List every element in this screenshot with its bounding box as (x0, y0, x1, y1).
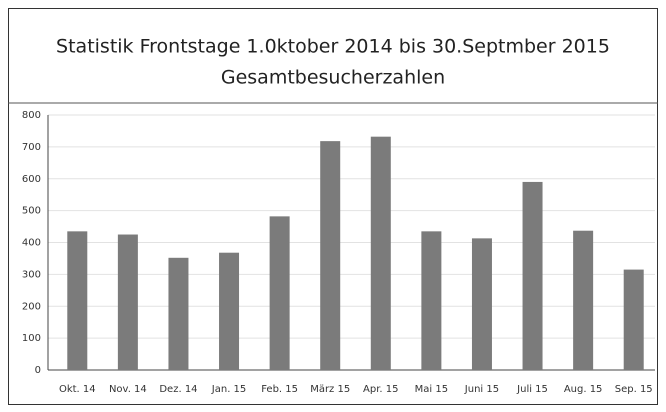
x-tick-label: Sep. 15 (615, 384, 653, 395)
y-tick-label: 700 (22, 142, 41, 153)
x-tick-label: Apr. 15 (363, 384, 398, 395)
y-tick-label: 300 (22, 269, 41, 280)
y-tick-label: 100 (22, 333, 41, 344)
bar (421, 231, 442, 370)
x-tick-label: Nov. 14 (109, 384, 147, 395)
bar (117, 234, 138, 370)
bar (219, 252, 240, 370)
x-tick-label: Juni 15 (464, 384, 499, 395)
y-tick-label: 400 (22, 238, 41, 249)
y-tick-label: 800 (22, 110, 41, 121)
x-tick-label: März 15 (310, 384, 350, 395)
chart-title: Statistik Frontstage 1.0ktober 2014 bis … (56, 36, 610, 58)
y-tick-label: 600 (22, 174, 41, 185)
bar (471, 238, 492, 370)
x-tick-label: Mai 15 (415, 384, 448, 395)
bar (269, 216, 290, 370)
x-tick-label: Aug. 15 (564, 384, 603, 395)
chart-subtitle: Gesamtbesucherzahlen (221, 67, 445, 89)
bar (168, 257, 189, 370)
x-tick-label: Juli 15 (516, 384, 548, 395)
bar (370, 136, 391, 370)
bar (522, 181, 543, 370)
x-tick-label: Okt. 14 (59, 384, 96, 395)
x-tick-label: Dez. 14 (159, 384, 197, 395)
x-tick-label: Jan. 15 (211, 384, 247, 395)
bar (623, 269, 644, 370)
y-tick-label: 0 (35, 365, 41, 376)
bar (573, 230, 594, 370)
x-tick-label: Feb. 15 (261, 384, 298, 395)
y-tick-label: 200 (22, 301, 41, 312)
bar (320, 141, 341, 370)
bar (67, 231, 88, 370)
y-tick-label: 500 (22, 206, 41, 217)
